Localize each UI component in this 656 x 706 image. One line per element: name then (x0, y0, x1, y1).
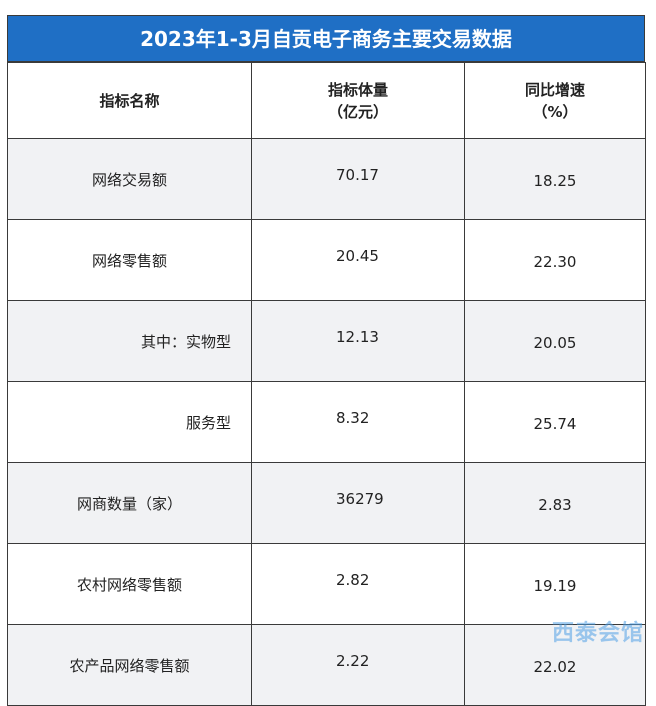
data-table: 指标名称 指标体量 （亿元） 同比增速 （%） 网络交易额 70.17 18.25 网络零… (7, 62, 646, 706)
header-cell: 指标名称 (7, 62, 252, 139)
value-cell: 18.25 (464, 138, 646, 220)
table-row: 农产品网络零售额 2.22 22.02 (7, 624, 646, 706)
row-label: 网络交易额 (7, 138, 252, 220)
table-row: 网络零售额 20.45 22.30 (7, 219, 646, 301)
row-label: 其中：实物型 (7, 300, 252, 382)
value-cell: 36279 (251, 462, 465, 544)
row-label: 网络零售额 (7, 219, 252, 301)
table-row: 网络交易额 70.17 18.25 (7, 138, 646, 220)
table-row: 网商数量（家） 36279 2.83 (7, 462, 646, 544)
table-row: 服务型 8.32 25.74 (7, 381, 646, 463)
value-cell: 70.17 (251, 138, 465, 220)
value-cell: 25.74 (464, 381, 646, 463)
row-label: 服务型 (7, 381, 252, 463)
value-cell: 8.32 (251, 381, 465, 463)
value-cell: 19.19 (464, 543, 646, 625)
watermark: 西泰会馆 (551, 621, 644, 646)
row-label: 网商数量（家） (7, 462, 252, 544)
value-cell: 12.13 (251, 300, 465, 382)
header-cell: 指标体量 （亿元） (251, 62, 465, 139)
row-label: 农产品网络零售额 (7, 624, 252, 706)
value-cell: 2.22 (251, 624, 465, 706)
header-row: 指标名称 指标体量 （亿元） 同比增速 （%） (7, 62, 646, 139)
value-cell: 2.83 (464, 462, 646, 544)
table-row: 其中：实物型 12.13 20.05 (7, 300, 646, 382)
table-row: 农村网络零售额 2.82 19.19 (7, 543, 646, 625)
page: 2023年1-3月自贡电子商务主要交易数据 指标名称 指标体量 （亿元） 同比增速 … (7, 15, 646, 706)
value-cell: 20.45 (251, 219, 465, 301)
value-cell: 2.82 (251, 543, 465, 625)
value-cell: 22.30 (464, 219, 646, 301)
header-cell: 同比增速 （%） (464, 62, 646, 139)
table-title: 2023年1-3月自贡电子商务主要交易数据 (7, 15, 645, 62)
value-cell: 20.05 (464, 300, 646, 382)
row-label: 农村网络零售额 (7, 543, 252, 625)
